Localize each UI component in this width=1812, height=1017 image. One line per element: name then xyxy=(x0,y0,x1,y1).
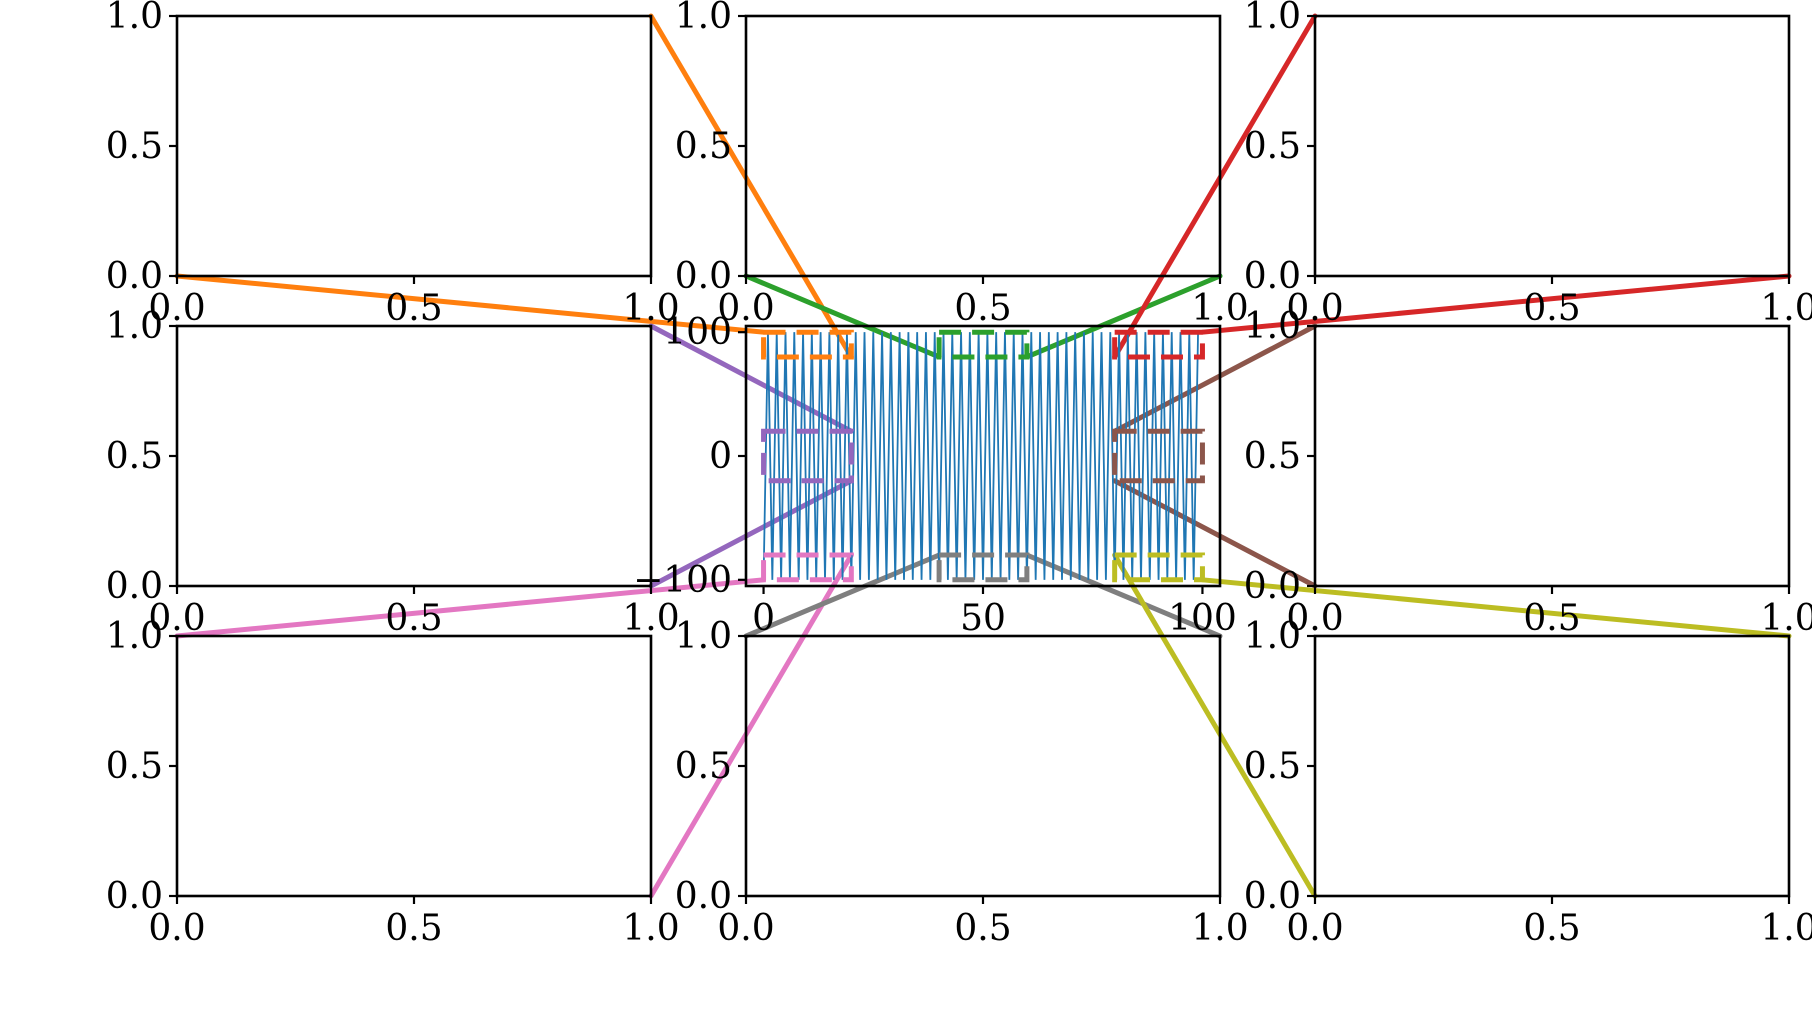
y-tick-label: 1.0 xyxy=(675,0,732,37)
y-tick-label: 100 xyxy=(663,312,732,353)
connector-line-top-right xyxy=(1112,13,1318,360)
x-tick-label: 0.5 xyxy=(954,288,1011,329)
x-tick-label: 100 xyxy=(1168,598,1237,639)
x-tick-label: 0.0 xyxy=(717,288,774,329)
connector-line-bottom-center xyxy=(1024,552,1223,639)
connector-line-middle-left xyxy=(648,323,854,434)
inset-box-top-right xyxy=(1112,329,1205,360)
x-tick-label: 0.0 xyxy=(1286,288,1343,329)
x-tick-label: 0.0 xyxy=(148,908,205,949)
inset-box-bottom-center xyxy=(936,552,1030,583)
x-tick-label: 1.0 xyxy=(1760,908,1812,949)
axes-grid: 0.0 0.5 1.00.00.51.00.0 0.5 1.00.00.51.00.0 0… xyxy=(106,0,1812,949)
connector-line-bottom-center xyxy=(743,552,942,639)
axes-top-center: 0.0 0.5 1.0 0.0 0.5 1.0 xyxy=(675,0,1249,329)
x-tick-label: 1.0 xyxy=(1760,598,1812,639)
y-tick-label: 1.0 xyxy=(1244,0,1301,37)
series-line-0 xyxy=(762,332,1199,580)
y-tick-label: 0.5 xyxy=(1244,126,1301,167)
y-tick-label: 1.0 xyxy=(106,306,163,347)
x-tick-label: 0.5 xyxy=(1523,908,1580,949)
y-tick-label: 0.0 xyxy=(1244,256,1301,297)
axes-frame xyxy=(744,14,1222,278)
connector-line-bottom-right xyxy=(1199,577,1792,639)
axes-frame xyxy=(175,324,653,588)
x-tick-label: 0.0 xyxy=(1286,598,1343,639)
x-tick-label: 0.5 xyxy=(385,908,442,949)
connector-line-bottom-left xyxy=(648,552,854,899)
axes-frame xyxy=(744,634,1222,898)
x-tick-label: 1.0 xyxy=(1191,908,1248,949)
y-tick-label: 0.0 xyxy=(106,256,163,297)
x-tick-label: 1.0 xyxy=(622,908,679,949)
y-tick-label: 0 xyxy=(709,436,732,477)
x-tick-label: 0.0 xyxy=(717,908,774,949)
axes-frame xyxy=(175,634,653,898)
y-tick-label: 1.0 xyxy=(1244,616,1301,657)
x-tick-label: 0.5 xyxy=(1523,288,1580,329)
axes-middle-right: 0.0 0.5 1.0 0.0 0.5 1.0 xyxy=(1244,306,1812,639)
x-tick-label: 0 xyxy=(752,598,775,639)
x-tick-label: 0.5 xyxy=(1523,598,1580,639)
x-tick-label: 1.0 xyxy=(1191,288,1248,329)
axes-bottom-center: 0.0 0.5 1.0 0.0 0.5 1.0 xyxy=(675,616,1249,949)
connector-lines-layer xyxy=(174,13,1792,899)
x-tick-label: 1.0 xyxy=(622,288,679,329)
connector-line-top-left xyxy=(648,13,854,360)
connector-line-bottom-right xyxy=(1112,552,1318,899)
y-tick-label: 0.5 xyxy=(106,746,163,787)
y-tick-label: 1.0 xyxy=(106,0,163,37)
axes-frame xyxy=(175,14,653,278)
y-tick-label: −100 xyxy=(633,560,732,601)
inset-box-bottom-left xyxy=(761,552,854,583)
y-tick-label: 1.0 xyxy=(675,616,732,657)
inset-box-middle-left xyxy=(761,428,854,484)
axes-middle-left: 0.0 0.5 1.0 0.0 0.5 1.0 xyxy=(106,306,680,639)
inset-box-top-center xyxy=(936,329,1030,360)
connector-line-top-right xyxy=(1199,273,1792,335)
axes-frame xyxy=(1313,634,1791,898)
x-tick-label: 0.0 xyxy=(148,288,205,329)
inset-box-top-left xyxy=(761,329,854,360)
x-tick-label: 0.0 xyxy=(1286,908,1343,949)
y-tick-label: 0.5 xyxy=(106,436,163,477)
y-tick-label: 0.5 xyxy=(675,126,732,167)
connector-line-bottom-left xyxy=(174,577,767,639)
axes-middle-center: 0 50 100 −100 0 100 xyxy=(633,312,1237,639)
x-tick-label: 0.5 xyxy=(385,598,442,639)
y-tick-label: 0.0 xyxy=(1244,876,1301,917)
connector-line-middle-right xyxy=(1112,323,1318,434)
connector-line-top-center xyxy=(743,273,942,360)
y-tick-label: 0.5 xyxy=(1244,436,1301,477)
axes-bottom-left: 0.0 0.5 1.0 0.0 0.5 1.0 xyxy=(106,616,680,949)
axes-frame xyxy=(1313,14,1791,278)
x-tick-label: 0.5 xyxy=(385,288,442,329)
connector-line-top-left xyxy=(174,273,767,335)
x-tick-label: 0.5 xyxy=(954,908,1011,949)
y-tick-label: 1.0 xyxy=(106,616,163,657)
y-tick-label: 0.0 xyxy=(106,566,163,607)
axes-top-right: 0.0 0.5 1.0 0.0 0.5 1.0 xyxy=(1244,0,1812,329)
axes-bottom-right: 0.0 0.5 1.0 0.0 0.5 1.0 xyxy=(1244,616,1812,949)
x-tick-label: 1.0 xyxy=(1760,288,1812,329)
y-tick-label: 0.0 xyxy=(106,876,163,917)
inset-box-middle-right xyxy=(1112,428,1205,484)
axes-frame xyxy=(1313,324,1791,588)
y-tick-label: 1.0 xyxy=(1244,306,1301,347)
inset-box-bottom-right xyxy=(1112,552,1205,583)
y-tick-label: 0.0 xyxy=(1244,566,1301,607)
y-tick-label: 0.0 xyxy=(675,256,732,297)
x-tick-label: 1.0 xyxy=(622,598,679,639)
y-tick-label: 0.5 xyxy=(106,126,163,167)
connector-line-top-center xyxy=(1024,273,1223,360)
y-tick-label: 0.5 xyxy=(1244,746,1301,787)
y-tick-label: 0.5 xyxy=(675,746,732,787)
y-tick-label: 0.0 xyxy=(675,876,732,917)
axes-top-left: 0.0 0.5 1.0 0.0 0.5 1.0 xyxy=(106,0,680,329)
x-tick-label: 0.0 xyxy=(148,598,205,639)
x-tick-label: 50 xyxy=(960,598,1006,639)
